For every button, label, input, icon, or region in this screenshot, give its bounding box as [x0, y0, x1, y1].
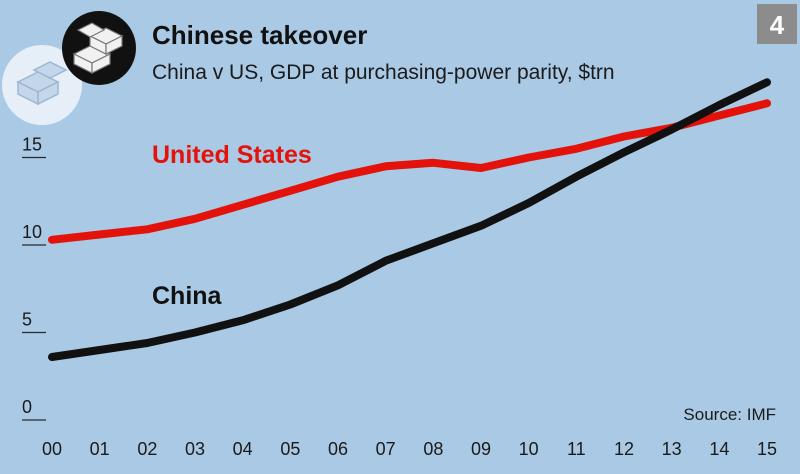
x-tick-label: 06 — [328, 439, 348, 459]
x-tick-label: 14 — [709, 439, 729, 459]
x-tick-label: 07 — [376, 439, 396, 459]
y-tick-label: 0 — [22, 397, 32, 417]
x-tick-label: 02 — [137, 439, 157, 459]
series-label-united-states: United States — [152, 141, 312, 169]
x-tick-label: 15 — [757, 439, 777, 459]
faded-blocks-icon — [2, 45, 82, 125]
y-tick-label: 10 — [22, 222, 42, 242]
x-tick-label: 13 — [662, 439, 682, 459]
series-label-china: China — [152, 282, 223, 310]
series-lines — [48, 78, 771, 361]
badge-number: 4 — [770, 10, 785, 40]
x-tick-label: 12 — [614, 439, 634, 459]
chart-number-badge: 4 — [757, 4, 797, 44]
x-tick-label: 00 — [42, 439, 62, 459]
x-tick-label: 11 — [567, 439, 586, 459]
x-tick-label: 04 — [233, 439, 253, 459]
source-note: Source: IMF — [683, 405, 776, 424]
x-tick-label: 03 — [185, 439, 205, 459]
x-tick-label: 10 — [519, 439, 539, 459]
y-axis: 0 5 10 15 — [22, 135, 46, 421]
x-tick-label: 01 — [90, 439, 110, 459]
y-tick-label: 15 — [22, 135, 42, 155]
x-tick-label: 08 — [423, 439, 443, 459]
x-tick-label: 09 — [471, 439, 491, 459]
x-tick-label: 05 — [280, 439, 300, 459]
y-tick-label: 5 — [22, 310, 32, 330]
x-axis: 00 01 02 03 04 05 06 07 08 09 10 11 12 13 14 15 — [42, 439, 777, 459]
series-line-united-states — [48, 99, 771, 244]
chart-subtitle: China v US, GDP at purchasing-power pari… — [152, 61, 615, 84]
stacked-blocks-logo-icon — [62, 11, 136, 85]
chart-title: Chinese takeover — [152, 20, 367, 50]
series-line-china — [48, 78, 771, 361]
